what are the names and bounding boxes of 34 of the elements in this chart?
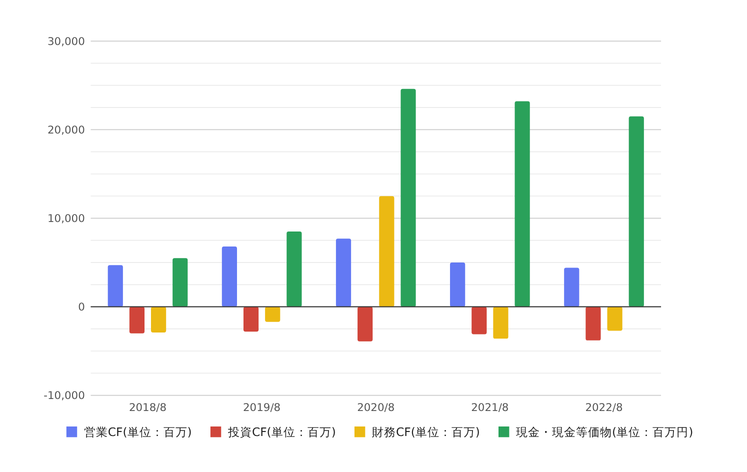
- x-tick-label: 2022/8: [585, 400, 623, 414]
- bar: [172, 258, 188, 307]
- bar: [379, 196, 394, 307]
- x-tick-label: 2019/8: [243, 400, 281, 414]
- bar: [586, 306, 601, 340]
- bar: [450, 262, 466, 307]
- bar: [400, 88, 416, 307]
- y-tick-label: -10,000: [44, 389, 86, 402]
- legend-label: 投資CF(単位：百万): [226, 425, 336, 440]
- legend-label: 財務CF(単位：百万): [372, 425, 480, 440]
- bar: [607, 306, 622, 331]
- x-tick-label: 2020/8: [357, 400, 395, 414]
- bar: [243, 306, 259, 332]
- y-tick-label: 10,000: [47, 212, 86, 225]
- bar: [108, 265, 123, 307]
- bar: [358, 306, 373, 342]
- bar: [514, 101, 530, 307]
- bar: [286, 232, 302, 307]
- bar: [222, 246, 237, 307]
- bar: [336, 238, 352, 307]
- y-tick-label: 0: [78, 300, 86, 314]
- bar: [150, 306, 166, 332]
- bar: [628, 116, 644, 307]
- bar: [265, 306, 280, 322]
- bar: [493, 306, 508, 339]
- bar: [472, 306, 487, 334]
- legend-label: 営業CF(単位：百万): [84, 425, 192, 440]
- x-tick-label: 2018/8: [128, 400, 167, 414]
- y-tick-label: 20,000: [47, 123, 86, 136]
- y-tick-label: 30,000: [47, 34, 86, 48]
- x-tick-label: 2021/8: [471, 400, 509, 414]
- legend-label: 現金・現金等価物(単位：百万円): [516, 425, 694, 440]
- bar: [564, 268, 580, 307]
- bar: [129, 306, 145, 334]
